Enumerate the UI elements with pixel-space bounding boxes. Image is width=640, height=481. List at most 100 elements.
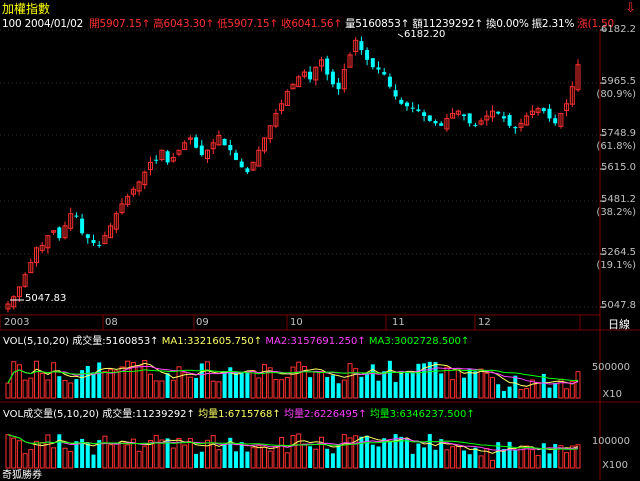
candle-body bbox=[284, 91, 290, 106]
volume-bar bbox=[296, 433, 302, 469]
vol-panel-header: VOL(5,10,20) 成交量:5160853↑ MA1:3321605.75… bbox=[3, 332, 469, 347]
candle-body bbox=[382, 72, 387, 75]
volume-bar bbox=[68, 450, 74, 469]
candle-body bbox=[108, 225, 114, 239]
volume-bar bbox=[142, 359, 148, 399]
volume-bar bbox=[119, 366, 125, 399]
info-open: 開5907.15↑ bbox=[89, 18, 151, 30]
price-label: 5615.0 bbox=[601, 162, 636, 173]
x-label: 12 bbox=[478, 317, 491, 328]
volume-bar bbox=[85, 443, 90, 468]
volume-bar bbox=[547, 453, 552, 468]
candle-body bbox=[142, 171, 148, 186]
volume-bar bbox=[473, 447, 478, 468]
volume-bar bbox=[313, 371, 319, 399]
volume-bar bbox=[467, 369, 472, 398]
volume-bar bbox=[102, 435, 108, 469]
candle-body bbox=[370, 58, 375, 68]
volume-bar bbox=[159, 380, 165, 399]
volume-bar bbox=[330, 375, 335, 398]
candle-body bbox=[16, 286, 22, 298]
volume-bar bbox=[547, 387, 552, 398]
candle-body bbox=[125, 196, 131, 205]
info-turnover: 換0.00% bbox=[485, 18, 529, 30]
amt-ma3: 均量3:6346237.500↑ bbox=[369, 409, 475, 420]
volume-bar bbox=[336, 383, 341, 398]
volume-bar bbox=[370, 364, 375, 398]
candle-body bbox=[330, 71, 335, 85]
candle-body bbox=[416, 109, 421, 112]
volume-bar bbox=[569, 445, 575, 469]
candle-body bbox=[85, 234, 90, 239]
volume-bar bbox=[199, 363, 204, 398]
volume-bar bbox=[336, 444, 341, 468]
volume-bar bbox=[5, 382, 11, 399]
volume-bar bbox=[347, 437, 353, 469]
volume-bar bbox=[564, 452, 570, 469]
volume-bar bbox=[330, 453, 335, 468]
candle-body bbox=[455, 110, 461, 115]
candle-body bbox=[170, 157, 176, 162]
volume-bar bbox=[376, 446, 381, 468]
volume-bar bbox=[541, 443, 546, 468]
volume-bar bbox=[564, 388, 570, 399]
volume-bar bbox=[308, 446, 313, 468]
volume-bar bbox=[57, 434, 62, 468]
candle-body bbox=[194, 137, 199, 148]
candle-body bbox=[450, 113, 456, 119]
volume-bar bbox=[455, 368, 461, 399]
volume-bar bbox=[250, 369, 256, 399]
candle-body bbox=[130, 188, 136, 195]
candle-body bbox=[501, 116, 506, 119]
volume-bar bbox=[170, 379, 176, 399]
vol-ma1: MA1:3321605.750↑ bbox=[161, 336, 263, 347]
volume-bar bbox=[45, 434, 51, 469]
volume-bar bbox=[501, 448, 506, 468]
volume-bar bbox=[405, 438, 409, 468]
x-label: 08 bbox=[105, 317, 118, 328]
candle-body bbox=[187, 137, 193, 140]
volume-bar bbox=[496, 442, 501, 468]
candle-body bbox=[182, 142, 188, 151]
volume-bar bbox=[228, 367, 233, 398]
candle-body bbox=[62, 225, 68, 239]
volume-bar bbox=[450, 446, 456, 469]
volume-bar bbox=[239, 371, 244, 398]
candle-body bbox=[68, 213, 74, 229]
volume-bar bbox=[410, 371, 415, 398]
period-button[interactable]: 日線 bbox=[608, 318, 630, 331]
volume-bar bbox=[524, 445, 530, 469]
volume-bar bbox=[205, 439, 210, 469]
candle-body bbox=[136, 181, 142, 192]
amt-axis-unit: X100 bbox=[602, 460, 628, 471]
candle-body bbox=[347, 54, 353, 68]
arrow-down-icon[interactable]: ⇩ bbox=[625, 1, 636, 16]
volume-bar bbox=[478, 455, 484, 469]
info-amount: 額11239292↑ bbox=[412, 18, 483, 30]
volume-bar bbox=[148, 373, 153, 399]
volume-bar bbox=[62, 379, 68, 399]
volume-bar bbox=[279, 437, 285, 469]
volume-bar bbox=[399, 436, 404, 468]
volume-bar bbox=[341, 379, 347, 399]
ma-line bbox=[7, 369, 579, 384]
volume-bar bbox=[22, 379, 28, 399]
volume-bar bbox=[553, 382, 558, 398]
volume-bar bbox=[478, 368, 484, 399]
volume-bar bbox=[5, 434, 11, 469]
candle-body bbox=[159, 149, 165, 161]
volume-bar bbox=[182, 372, 188, 399]
volume-bar bbox=[558, 445, 564, 469]
volume-bar bbox=[490, 377, 495, 399]
volume-bar bbox=[22, 453, 28, 469]
candle-body bbox=[564, 103, 570, 111]
low-annotation: 5047.83 bbox=[25, 293, 67, 304]
candle-body bbox=[256, 149, 262, 167]
volume-bar bbox=[382, 371, 387, 398]
volume-bar bbox=[439, 439, 444, 468]
candle-body bbox=[518, 122, 524, 128]
candle-body bbox=[154, 159, 159, 161]
candle-body bbox=[148, 161, 153, 171]
amt-panel-header: VOL成交量(5,10,20) 成交量:11239292↑ 均量1:671576… bbox=[3, 405, 475, 420]
